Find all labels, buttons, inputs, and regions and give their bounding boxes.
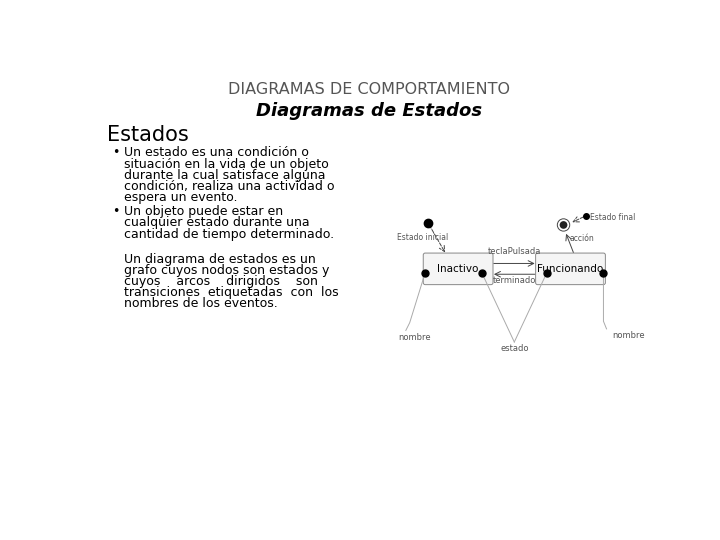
Text: nombre: nombre [398, 333, 431, 342]
FancyBboxPatch shape [536, 253, 606, 285]
Circle shape [557, 219, 570, 231]
Text: Estado final: Estado final [590, 213, 635, 222]
Text: transiciones  etiquetadas  con  los: transiciones etiquetadas con los [124, 286, 338, 299]
Text: acción: acción [570, 234, 595, 243]
Text: Un diagrama de estados es un: Un diagrama de estados es un [124, 253, 316, 266]
Text: estado: estado [500, 343, 528, 353]
Text: Funcionando: Funcionando [537, 264, 603, 274]
Text: Inactivo: Inactivo [438, 264, 479, 274]
Text: teclaPulsada: teclaPulsada [487, 247, 541, 256]
Text: nombre: nombre [613, 331, 645, 340]
Text: Un estado es una condición o: Un estado es una condición o [124, 146, 309, 159]
Text: situación en la vida de un objeto: situación en la vida de un objeto [124, 158, 329, 171]
Text: DIAGRAMAS DE COMPORTAMIENTO: DIAGRAMAS DE COMPORTAMIENTO [228, 82, 510, 97]
Text: Un objeto puede estar en: Un objeto puede estar en [124, 205, 283, 218]
Text: Estado inicial: Estado inicial [397, 233, 448, 242]
Text: •: • [112, 205, 119, 218]
FancyBboxPatch shape [423, 253, 493, 285]
Text: cuyos    arcos    dirigidos    son: cuyos arcos dirigidos son [124, 275, 318, 288]
Text: nombres de los eventos.: nombres de los eventos. [124, 298, 278, 310]
Text: •: • [112, 146, 119, 159]
Text: Estados: Estados [107, 125, 189, 145]
Text: durante la cual satisface alguna: durante la cual satisface alguna [124, 168, 325, 182]
Text: espera un evento.: espera un evento. [124, 191, 238, 204]
Text: cantidad de tiempo determinado.: cantidad de tiempo determinado. [124, 228, 334, 241]
Text: terminado: terminado [492, 276, 536, 285]
Circle shape [559, 221, 567, 229]
Text: Diagramas de Estados: Diagramas de Estados [256, 102, 482, 120]
Text: grafo cuyos nodos son estados y: grafo cuyos nodos son estados y [124, 264, 330, 277]
Text: cualquier estado durante una: cualquier estado durante una [124, 217, 310, 230]
Text: condición, realiza una actividad o: condición, realiza una actividad o [124, 180, 335, 193]
